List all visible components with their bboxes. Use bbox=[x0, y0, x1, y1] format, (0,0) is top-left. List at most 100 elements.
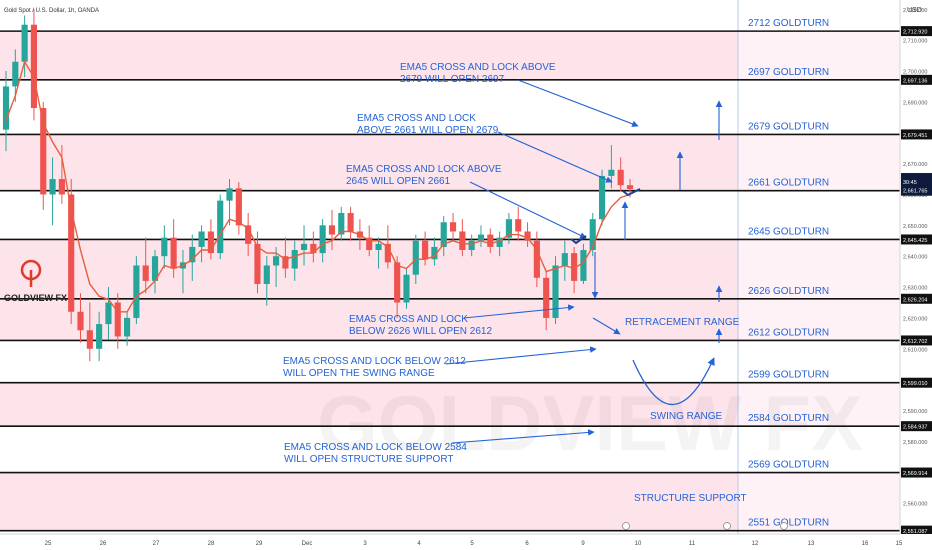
goldturn-level-label: 2599 GOLDTURN bbox=[748, 370, 829, 381]
y-tick-label: 2,590.000 bbox=[903, 409, 927, 415]
time-axis-bg bbox=[0, 534, 932, 550]
candle-body bbox=[142, 265, 149, 281]
candle-body bbox=[226, 188, 233, 201]
goldturn-level-label: 2697 GOLDTURN bbox=[748, 67, 829, 78]
candle-body bbox=[310, 243, 317, 254]
x-tick-label: 4 bbox=[417, 541, 421, 547]
level-price-tag-bg bbox=[901, 377, 932, 388]
candle-body bbox=[468, 240, 475, 251]
candle-body bbox=[133, 265, 140, 318]
event-marker-icon[interactable] bbox=[780, 522, 788, 530]
candle-body bbox=[151, 256, 159, 281]
candle-body bbox=[580, 250, 587, 281]
candle-body bbox=[49, 179, 56, 195]
candle-body bbox=[254, 243, 261, 284]
candle-body bbox=[2, 86, 10, 130]
level-price-tag-bg bbox=[901, 421, 932, 432]
level-price-tag: 2,551.087 bbox=[903, 529, 927, 535]
level-price-tag-bg bbox=[901, 293, 932, 304]
event-marker-icon[interactable] bbox=[622, 522, 630, 530]
candle-body bbox=[245, 225, 252, 244]
x-tick-label: Dec bbox=[302, 541, 313, 547]
candle-body bbox=[12, 61, 19, 87]
y-tick-label: 2,630.000 bbox=[903, 286, 927, 292]
annotation-text: WILL OPEN STRUCTURE SUPPORT bbox=[284, 454, 453, 465]
candle-body bbox=[217, 200, 224, 254]
candle-body bbox=[626, 185, 634, 190]
ema5-line bbox=[5, 59, 631, 313]
candle-body bbox=[30, 24, 38, 109]
x-tick-label: 25 bbox=[45, 541, 52, 547]
candle-body bbox=[366, 237, 373, 251]
candle-body bbox=[589, 219, 596, 251]
candle-body bbox=[515, 219, 522, 232]
candle-body bbox=[105, 302, 112, 325]
event-marker-icon[interactable] bbox=[723, 522, 731, 530]
level-price-tag: 2,612.702 bbox=[903, 339, 927, 345]
candle-body bbox=[505, 219, 512, 238]
candle-body bbox=[617, 169, 624, 186]
structure-support-label: STRUCTURE SUPPORT bbox=[634, 493, 747, 504]
candle-body bbox=[403, 274, 410, 303]
annotation-text: EMA5 CROSS AND LOCK ABOVE bbox=[346, 164, 502, 175]
label-column bbox=[738, 0, 900, 534]
x-tick-label: 27 bbox=[153, 541, 160, 547]
candle-body bbox=[533, 240, 540, 278]
annotation-arrow bbox=[469, 181, 587, 239]
candle-body bbox=[291, 250, 298, 269]
retracement-range-label: RETRACEMENT RANGE bbox=[625, 317, 740, 328]
candle-body bbox=[571, 253, 578, 281]
level-price-tag-bg bbox=[901, 129, 932, 140]
x-tick-label: 3 bbox=[363, 541, 367, 547]
annotation-text: WILL OPEN THE SWING RANGE bbox=[283, 368, 435, 379]
annotation-text: 2645 WILL OPEN 2661 bbox=[346, 176, 451, 187]
y-tick-label: 2,620.000 bbox=[903, 316, 927, 322]
candle-body bbox=[412, 240, 419, 275]
y-tick-label: 2,660.000 bbox=[903, 193, 927, 199]
x-tick-label: 16 bbox=[862, 541, 869, 547]
annotation-arrow bbox=[445, 346, 597, 365]
x-tick-label: 13 bbox=[808, 541, 815, 547]
candle-body bbox=[40, 108, 47, 195]
candle-body bbox=[189, 246, 196, 263]
y-tick-label: 2,720.000 bbox=[903, 8, 927, 14]
candle-body bbox=[68, 194, 75, 312]
candle-body bbox=[263, 265, 270, 284]
level-price-tag: 2,645.425 bbox=[903, 238, 927, 244]
candle-body bbox=[207, 231, 214, 254]
goldturn-level-label: 2645 GOLDTURN bbox=[748, 226, 829, 237]
candle-body bbox=[77, 311, 84, 331]
candle-body bbox=[552, 265, 559, 318]
candle-body bbox=[86, 330, 93, 349]
x-tick-label: 10 bbox=[635, 541, 642, 547]
x-tick-label: 15 bbox=[896, 541, 903, 547]
x-tick-label: 5 bbox=[470, 541, 474, 547]
annotation-text: EMA5 CROSS AND LOCK BELOW 2584 bbox=[284, 442, 467, 453]
candle-body bbox=[384, 243, 391, 263]
level-price-tag: 2,626.204 bbox=[903, 297, 927, 303]
candle-body bbox=[487, 234, 494, 247]
candle-body bbox=[235, 188, 242, 226]
candle-body bbox=[161, 237, 168, 257]
goldview-logo: GOLDVIEW FX bbox=[4, 259, 67, 303]
candle-body bbox=[273, 256, 280, 266]
y-tick-label: 2,560.000 bbox=[903, 502, 927, 508]
y-tick-label: 2,710.000 bbox=[903, 39, 927, 45]
candle-body bbox=[394, 262, 401, 303]
candle-body bbox=[431, 246, 438, 260]
goldturn-level-label: 2569 GOLDTURN bbox=[748, 460, 829, 471]
candle-body bbox=[608, 169, 615, 176]
level-price-tag: 2,697.136 bbox=[903, 78, 927, 84]
candle-body bbox=[328, 225, 336, 235]
candle-body bbox=[124, 317, 131, 337]
level-price-tag: 2,569.914 bbox=[903, 471, 927, 477]
x-tick-label: 9 bbox=[581, 541, 585, 547]
candle-body bbox=[114, 302, 121, 337]
level-price-tag-bg bbox=[901, 467, 932, 478]
candle-body bbox=[440, 222, 447, 247]
y-tick-label: 2,580.000 bbox=[903, 440, 927, 446]
level-price-tag: 2,679.451 bbox=[903, 133, 927, 139]
x-tick-label: 11 bbox=[689, 541, 696, 547]
goldturn-level-label: 2679 GOLDTURN bbox=[748, 121, 829, 132]
